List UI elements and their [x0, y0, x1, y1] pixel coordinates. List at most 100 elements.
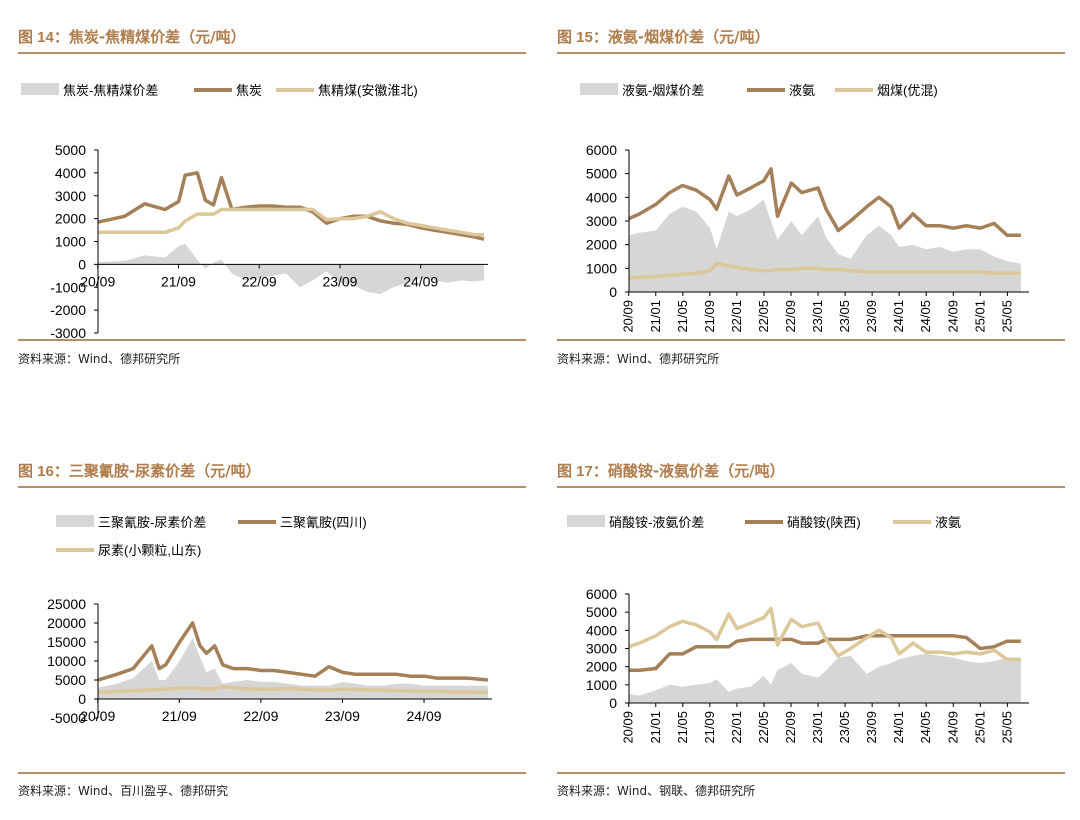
y-tick-label: 0: [78, 256, 86, 272]
x-tick-label: 22/09: [783, 711, 798, 744]
y-tick-label: 3000: [586, 213, 617, 229]
x-tick-label: 24/01: [891, 711, 906, 744]
chart-melamine-urea-spread: 三聚氰胺-尿素价差 三聚氰胺(四川) 尿素(小颗粒,山东) -5000 0 5000 100…: [47, 515, 492, 726]
x-tick-label: 23/05: [837, 711, 852, 744]
figure-colon: ：: [592, 462, 608, 480]
y-tick-label: 1000: [586, 677, 617, 693]
series-area-spread: [629, 653, 1021, 703]
series-line-2: [98, 207, 484, 237]
series-line-2: [628, 606, 1021, 662]
x-tick-label: 24/05: [918, 711, 933, 744]
legend-item: 液氨: [893, 515, 961, 530]
series-area-spread: [98, 243, 484, 295]
legend-item: 焦精煤(安徽淮北): [276, 83, 418, 98]
legend-swatch-area: [21, 83, 59, 95]
y-tick-label: 20000: [47, 615, 86, 631]
y-tick-label: 5000: [586, 604, 617, 620]
x-tick-label: 23/09: [322, 273, 357, 289]
x-tick-label: 24/09: [406, 708, 441, 724]
legend-label: 三聚氰胺(四川): [280, 515, 367, 530]
x-tick-label: 21/09: [162, 708, 197, 724]
legend-label: 硝酸铵-液氨价差: [609, 515, 704, 530]
legend-item: 液氨-烟煤价差: [580, 83, 704, 98]
x-tick-label: 22/05: [756, 300, 771, 333]
series-line-1: [629, 634, 1021, 673]
y-tick-label: 0: [609, 695, 617, 711]
source-divider: [557, 339, 1065, 341]
x-tick-label: 20/09: [80, 273, 115, 289]
x-tick-label: 23/01: [810, 300, 825, 333]
legend-label: 液氨-烟煤价差: [622, 83, 704, 98]
figure-title: 图 17：硝酸铵-液氨价差（元/吨）: [557, 456, 1065, 488]
figure-panel-15: 图 15：液氨-烟煤价差（元/吨） 液氨-烟煤价差 液氨 烟煤(优混) 0 1000 20…: [557, 22, 1065, 382]
y-tick-label: 2000: [586, 659, 617, 675]
series-line-2: [628, 261, 1021, 280]
legend-label: 焦精煤(安徽淮北): [318, 83, 418, 98]
legend-item: 焦炭-焦精煤价差: [21, 83, 158, 98]
source-note: 资料来源：Wind、德邦研究所: [557, 352, 720, 366]
source-divider: [18, 339, 526, 341]
series-line-1: [628, 167, 1021, 237]
x-tick-label: 24/01: [891, 300, 906, 333]
legend-label: 三聚氰胺-尿素价差: [98, 515, 206, 530]
x-tick-label: 25/01: [972, 300, 987, 333]
x-tick-label: 21/09: [702, 300, 717, 333]
chart-ammonium-nitrate-spread: 硝酸铵-液氨价差 硝酸铵(陕西) 液氨 0 1000 2000 3000 4000 5000 60…: [567, 515, 1029, 744]
y-tick-label: 0: [78, 691, 86, 707]
figure-colon: ：: [592, 28, 608, 46]
figure-panel-17: 图 17：硝酸铵-液氨价差（元/吨） 硝酸铵-液氨价差 硝酸铵(陕西) 液氨 0 100…: [557, 456, 1065, 816]
x-tick-label: 21/09: [702, 711, 717, 744]
figure-title-text: 焦炭-焦精煤价差（元/吨）: [68, 28, 246, 46]
legend-swatch-area: [56, 515, 94, 527]
legend-swatch-area: [580, 83, 618, 95]
x-tick-label: 22/09: [242, 273, 277, 289]
source-divider: [18, 772, 526, 774]
figure-title: 图 16：三聚氰胺-尿素价差（元/吨）: [18, 456, 526, 488]
source-note: 资料来源：Wind、钢联、德邦研究所: [557, 784, 756, 798]
y-tick-label: 10000: [47, 653, 86, 669]
y-tick-label: 4000: [586, 189, 617, 205]
x-tick-label: 20/09: [621, 711, 636, 744]
x-tick-label: 20/09: [621, 300, 636, 333]
figure-panel-16: 图 16：三聚氰胺-尿素价差（元/吨） 三聚氰胺-尿素价差 三聚氰胺(四川) 尿素(…: [18, 456, 526, 816]
x-tick-label: 23/09: [325, 708, 360, 724]
legend-label: 硝酸铵(陕西): [787, 515, 861, 530]
legend-item: 烟煤(优混): [835, 83, 938, 98]
y-tick-label: 1000: [586, 260, 617, 276]
series-area-spread: [98, 638, 488, 699]
source-note: 资料来源：Wind、百川盈孚、德邦研究: [18, 784, 229, 798]
figure-title: 图 15：液氨-烟煤价差（元/吨）: [557, 22, 1065, 54]
x-tick-label: 20/09: [80, 708, 115, 724]
legend-label: 烟煤(优混): [877, 83, 938, 98]
legend-swatch-area: [567, 515, 605, 527]
y-tick-label: -3000: [50, 325, 86, 338]
x-tick-label: 21/05: [675, 711, 690, 744]
x-tick-label: 24/09: [945, 711, 960, 744]
series-area-spread: [629, 199, 1021, 292]
figure-panel-14: 图 14：焦炭-焦精煤价差（元/吨） 焦炭-焦精煤价差 焦炭 焦精煤(安徽淮北) -3…: [18, 22, 526, 382]
y-tick-label: 6000: [586, 586, 617, 602]
x-tick-label: 21/09: [161, 273, 196, 289]
x-tick-label: 21/01: [648, 711, 663, 744]
y-tick-label: 6000: [586, 142, 617, 158]
y-tick-label: 15000: [47, 634, 86, 650]
x-tick-label: 21/01: [648, 300, 663, 333]
series-line-1: [97, 621, 489, 682]
figure-title-text: 三聚氰胺-尿素价差（元/吨）: [68, 462, 261, 480]
x-tick-label: 25/01: [972, 711, 987, 744]
x-tick-label: 25/05: [999, 711, 1014, 744]
source-divider: [557, 772, 1065, 774]
figure-number: 图 17: [557, 463, 593, 480]
legend-label: 液氨: [935, 515, 961, 530]
source-note: 资料来源：Wind、德邦研究所: [18, 352, 181, 366]
legend-label: 焦炭: [236, 83, 262, 98]
y-tick-label: -1000: [50, 279, 86, 295]
y-tick-label: 2000: [55, 211, 86, 227]
legend-item: 液氨: [747, 83, 815, 98]
chart-ammonia-coal-spread: 液氨-烟煤价差 液氨 烟煤(优混) 0 1000 2000 3000 4000 5000 6000…: [580, 83, 1029, 333]
legend-label: 尿素(小颗粒,山东): [98, 543, 201, 558]
y-tick-label: -2000: [50, 302, 86, 318]
x-tick-label: 22/05: [756, 711, 771, 744]
figure-title-text: 硝酸铵-液氨价差（元/吨）: [607, 462, 785, 480]
y-tick-label: 3000: [55, 188, 86, 204]
